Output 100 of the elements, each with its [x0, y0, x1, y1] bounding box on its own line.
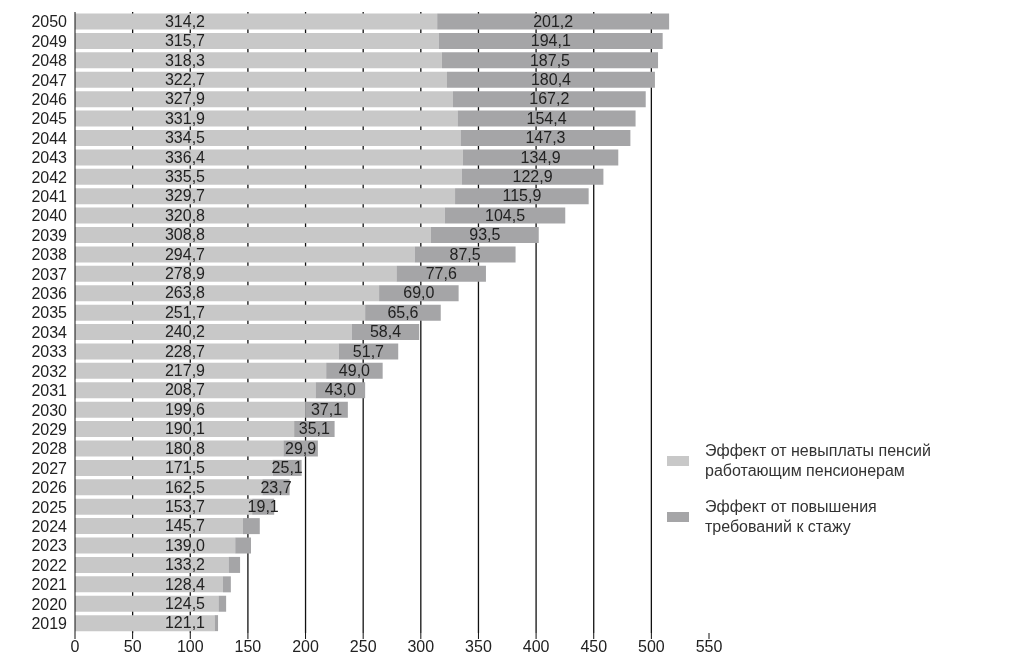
data-label: 228,7	[164, 342, 206, 360]
y-tick-label: 2044	[31, 129, 68, 147]
data-label: 320,8	[164, 206, 206, 224]
y-tick-label: 2027	[31, 459, 68, 477]
data-label: 87,5	[449, 245, 481, 263]
x-tick-label: 50	[123, 638, 142, 656]
bar	[446, 71, 655, 88]
x-tick-label: 250	[349, 638, 377, 656]
y-tick-label: 2033	[31, 343, 68, 361]
data-label: 25,1	[271, 459, 303, 477]
y-tick-label: 2037	[31, 265, 68, 283]
bar	[75, 129, 461, 146]
bar	[75, 13, 438, 30]
bar	[75, 556, 229, 573]
data-label: 329,7	[164, 187, 206, 205]
y-tick-label: 2035	[31, 304, 68, 322]
legend-label: Эффект от повышения требований к стажу	[705, 497, 878, 537]
bar	[437, 13, 670, 30]
bar	[75, 32, 439, 49]
y-tick-label: 2031	[31, 382, 68, 400]
bar	[75, 479, 263, 496]
y-tick-label: 2022	[31, 556, 68, 574]
data-label: 199,6	[164, 400, 206, 418]
x-tick-label: 500	[638, 638, 665, 656]
y-tick-label: 2036	[31, 285, 68, 303]
data-label: 145,7	[164, 517, 206, 535]
y-tick-label: 2041	[31, 188, 68, 206]
bar	[75, 421, 295, 438]
data-label: 208,7	[164, 381, 206, 399]
y-tick-label: 2023	[31, 537, 68, 555]
bar	[460, 129, 631, 146]
bar	[218, 595, 227, 612]
bar	[75, 459, 273, 476]
data-label: 134,9	[520, 148, 561, 166]
data-label: 162,5	[164, 478, 206, 496]
data-label: 336,4	[164, 148, 206, 166]
y-tick-label: 2028	[31, 440, 68, 458]
data-label: 37,1	[310, 400, 343, 418]
data-label: 51,7	[352, 342, 385, 360]
data-label: 124,5	[164, 594, 206, 612]
y-tick-label: 2019	[31, 614, 68, 632]
bar	[75, 401, 306, 418]
y-tick-label: 2043	[31, 149, 68, 167]
data-label: 122,9	[512, 168, 553, 186]
data-label: 194,1	[530, 32, 571, 50]
y-tick-label: 2024	[31, 517, 68, 535]
data-label: 65,6	[387, 303, 419, 321]
data-label: 69,0	[403, 284, 435, 302]
legend-label: Эффект от невыплаты пенсий работающим пенсионерам	[705, 441, 932, 481]
y-tick-label: 2045	[31, 110, 68, 128]
y-tick-label: 2047	[31, 71, 68, 89]
bar	[75, 110, 458, 127]
data-label: 104,5	[485, 206, 526, 224]
bar	[75, 71, 447, 88]
data-label: 314,2	[164, 12, 206, 30]
y-tick-label: 2048	[31, 52, 68, 70]
y-tick-label: 2040	[31, 207, 68, 225]
data-label: 93,5	[469, 226, 501, 244]
data-label: 171,5	[164, 459, 206, 477]
x-tick-label: 550	[695, 638, 723, 656]
bar	[452, 91, 646, 108]
x-tick-label: 350	[465, 638, 492, 656]
data-label: 334,5	[164, 129, 206, 147]
y-tick-label: 2039	[31, 226, 68, 244]
x-tick-label: 100	[176, 638, 204, 656]
data-label: 278,9	[164, 265, 206, 283]
bar	[457, 110, 636, 127]
data-label: 318,3	[164, 51, 206, 69]
data-label: 294,7	[164, 245, 206, 263]
data-label: 335,5	[164, 168, 206, 186]
y-tick-label: 2029	[31, 420, 68, 438]
bar	[75, 615, 215, 632]
data-label: 154,4	[526, 109, 567, 127]
data-label: 190,1	[164, 420, 206, 438]
bar	[75, 324, 352, 341]
bar	[75, 227, 431, 244]
data-label: 187,5	[529, 51, 571, 69]
data-label: 315,7	[164, 32, 206, 50]
data-label: 240,2	[164, 323, 206, 341]
y-tick-label: 2032	[31, 362, 68, 380]
data-label: 180,8	[164, 439, 206, 457]
bar	[75, 382, 316, 399]
bar	[75, 246, 415, 263]
y-tick-label: 2034	[31, 323, 68, 341]
bar	[75, 362, 327, 379]
data-label: 43,0	[324, 381, 357, 399]
data-label: 251,7	[164, 303, 206, 321]
x-tick-label: 450	[580, 638, 608, 656]
bar	[75, 518, 243, 535]
bar	[75, 265, 397, 282]
bar	[441, 52, 659, 69]
data-label: 49,0	[338, 362, 371, 380]
bar	[75, 343, 339, 360]
data-label: 263,8	[164, 284, 206, 302]
y-tick-label: 2020	[31, 595, 68, 613]
data-label: 217,9	[164, 362, 206, 380]
y-tick-label: 2049	[31, 32, 68, 50]
bar	[75, 285, 380, 302]
x-tick-label: 0	[70, 638, 80, 656]
bar	[438, 32, 663, 49]
